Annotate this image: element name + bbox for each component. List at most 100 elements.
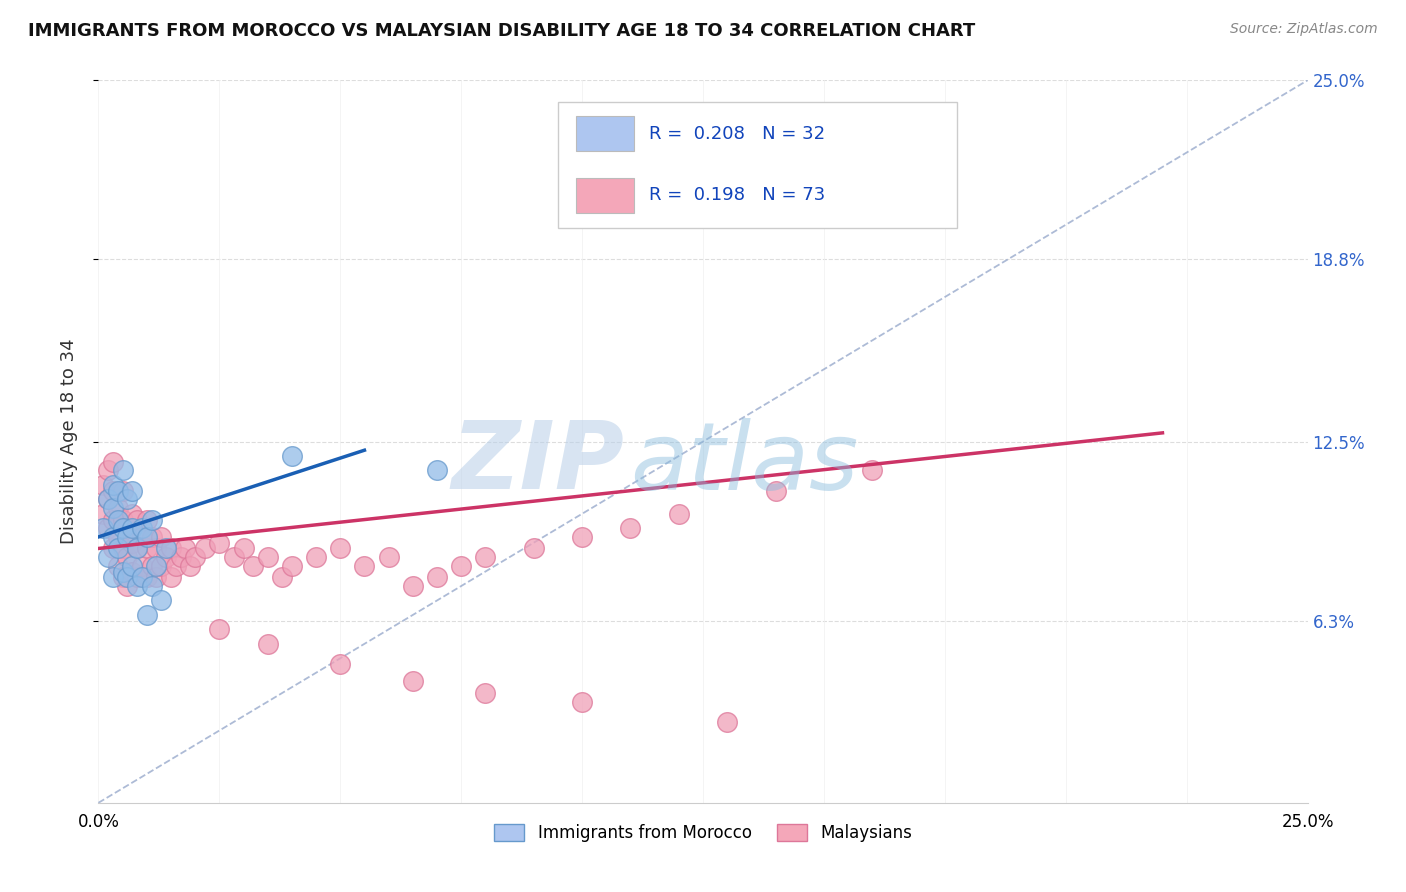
Point [281,558,304,573]
Point [97,521,120,535]
Point [329,541,352,556]
Point [377,550,399,565]
Text: IMMIGRANTS FROM MOROCCO VS MALAYSIAN DISABILITY AGE 18 TO 34 CORRELATION CHART: IMMIGRANTS FROM MOROCCO VS MALAYSIAN DIS… [28,22,976,40]
Point [111,463,134,477]
Point [145,570,167,584]
Point [145,541,167,556]
Point [174,541,197,556]
Point [97,550,120,565]
Point [117,530,139,544]
Point [131,530,153,544]
Point [127,541,149,556]
Point [141,558,163,573]
Point [111,565,134,579]
Point [155,541,177,556]
Text: atlas: atlas [630,417,859,508]
Text: R =  0.198   N = 73: R = 0.198 N = 73 [648,186,825,204]
Point [150,593,173,607]
Point [97,463,120,477]
Text: R =  0.208   N = 32: R = 0.208 N = 32 [648,125,825,143]
Point [135,570,157,584]
Point [165,558,187,573]
Point [184,550,207,565]
Point [107,483,129,498]
Point [155,550,177,565]
Point [353,558,375,573]
FancyBboxPatch shape [576,178,634,212]
Point [127,570,149,584]
Point [131,521,153,535]
Point [668,507,690,521]
Legend: Immigrants from Morocco, Malaysians: Immigrants from Morocco, Malaysians [488,817,918,848]
Point [765,483,787,498]
Point [256,550,278,565]
Point [91,507,114,521]
Point [141,579,163,593]
Point [107,558,129,573]
Point [117,570,139,584]
Point [474,550,496,565]
Point [121,535,143,549]
Point [101,478,124,492]
Point [232,541,254,556]
Point [571,530,593,544]
Point [101,570,124,584]
Point [402,674,425,689]
Point [402,579,425,593]
Point [117,521,139,535]
Point [145,558,167,573]
Point [135,607,157,622]
Point [141,512,163,526]
Point [111,512,134,526]
Point [523,541,546,556]
Point [121,521,143,535]
Point [242,558,264,573]
Point [91,478,114,492]
Point [121,558,143,573]
Point [91,521,114,535]
Point [281,449,304,463]
Point [97,492,120,507]
Point [107,512,129,526]
Text: ZIP: ZIP [451,417,624,509]
Point [97,492,120,507]
Point [135,512,157,526]
Point [150,558,173,573]
Point [426,570,449,584]
Point [860,463,883,477]
Point [179,558,201,573]
Point [305,550,328,565]
Point [208,535,231,549]
Point [131,558,153,573]
Point [121,565,143,579]
Point [101,455,124,469]
Point [141,530,163,544]
Point [107,530,129,544]
Point [101,512,124,526]
Point [117,579,139,593]
Point [117,492,139,507]
Point [111,541,134,556]
Point [127,512,149,526]
Point [474,686,496,700]
Point [619,521,641,535]
Point [101,541,124,556]
Point [222,550,245,565]
Point [111,570,134,584]
Point [127,579,149,593]
Point [127,541,149,556]
Text: Source: ZipAtlas.com: Source: ZipAtlas.com [1230,22,1378,37]
FancyBboxPatch shape [576,117,634,151]
Point [194,541,217,556]
Point [271,570,294,584]
Point [169,550,191,565]
Point [121,507,143,521]
Point [107,501,129,516]
Point [256,637,278,651]
Point [571,695,593,709]
Point [450,558,472,573]
Point [131,570,153,584]
Point [101,530,124,544]
FancyBboxPatch shape [558,102,957,228]
Point [111,521,134,535]
